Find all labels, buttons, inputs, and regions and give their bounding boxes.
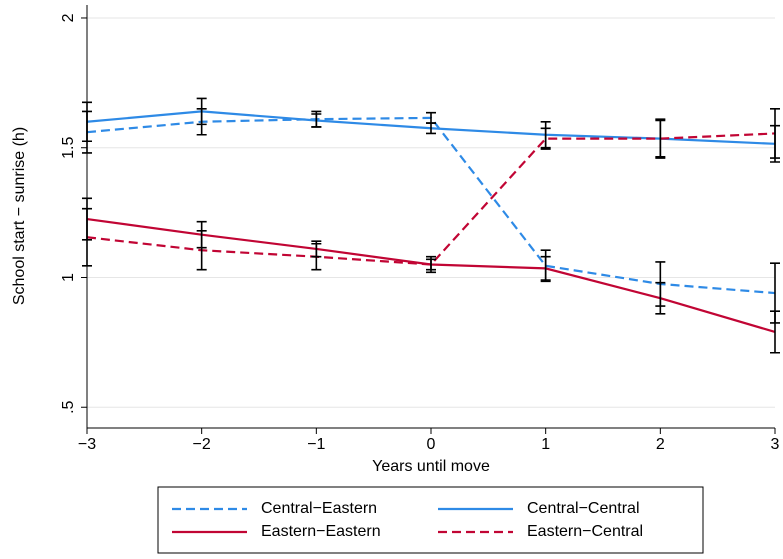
x-tick-label: 3 xyxy=(771,436,780,453)
legend-label: Central−Eastern xyxy=(261,500,377,517)
error-bar xyxy=(540,127,551,150)
legend-label: Eastern−Central xyxy=(527,523,643,540)
x-tick-label: −2 xyxy=(193,436,211,453)
x-axis-label: Years until move xyxy=(372,458,490,475)
error-bar xyxy=(82,207,92,267)
legend-box xyxy=(157,486,704,554)
error-bar xyxy=(311,113,322,128)
error-bar xyxy=(426,255,436,274)
x-tick-label: −3 xyxy=(78,436,96,453)
legend-label: Eastern−Eastern xyxy=(261,523,381,540)
y-tick-label: 2 xyxy=(60,13,77,22)
x-tick-label: −1 xyxy=(307,436,325,453)
x-tick-label: 1 xyxy=(541,436,550,453)
error-bar xyxy=(196,229,207,271)
error-bar xyxy=(770,310,780,354)
x-tick-label: 2 xyxy=(656,436,665,453)
error-bar xyxy=(540,255,551,281)
error-bar xyxy=(655,118,666,159)
error-bar xyxy=(655,281,666,315)
y-axis-label: School start − sunrise (h) xyxy=(11,127,28,305)
y-tick-label: .5 xyxy=(60,400,77,413)
y-tick-label: 1.5 xyxy=(60,137,77,159)
x-tick-label: 0 xyxy=(427,436,436,453)
error-bar xyxy=(196,97,207,126)
error-bar xyxy=(770,108,780,159)
error-bar xyxy=(426,122,436,135)
error-bar xyxy=(311,242,322,271)
y-tick-label: 1 xyxy=(60,273,77,282)
error-bar xyxy=(82,101,92,143)
legend-label: Central−Central xyxy=(527,500,640,517)
